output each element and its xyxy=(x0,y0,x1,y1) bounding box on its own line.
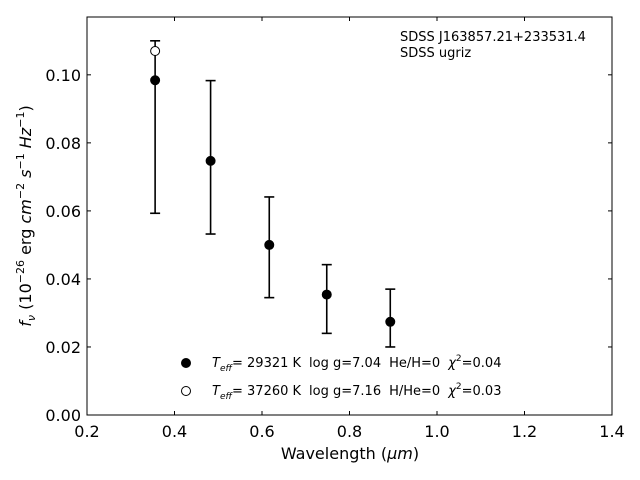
y-tick-label: 0.06 xyxy=(45,202,81,221)
filled-marker xyxy=(150,75,161,86)
x-tick-label: 1.2 xyxy=(512,422,537,441)
y-tick-label: 0.02 xyxy=(45,338,81,357)
data-point xyxy=(385,288,396,348)
axis-ticks: 0.2 0.4 0.6 0.8 1.0 1.2 1.4 0.00 0.02 0.04 0.06 0.0… xyxy=(45,17,625,441)
data-marks xyxy=(150,40,396,348)
data-point xyxy=(264,196,275,299)
y-tick-label: 0.10 xyxy=(45,66,81,85)
filled-marker xyxy=(385,316,396,327)
data-point xyxy=(150,40,161,215)
x-tick-label: 0.2 xyxy=(74,422,99,441)
open-marker xyxy=(150,46,161,57)
y-axis-label: fν (10−26 erg cm−2 s−1 Hz−1) xyxy=(14,105,38,326)
y-tick-label: 0.08 xyxy=(45,134,81,153)
legend-marker-open xyxy=(181,386,191,396)
x-tick-label: 0.8 xyxy=(337,422,362,441)
filled-marker xyxy=(321,289,332,300)
filled-marker xyxy=(205,155,216,166)
annotation-survey: SDSS ugriz xyxy=(400,46,471,61)
x-axis-label: Wavelength (μm) xyxy=(281,444,419,463)
filled-marker xyxy=(264,239,275,250)
y-tick-label: 0.04 xyxy=(45,270,81,289)
x-tick-label: 1.4 xyxy=(599,422,624,441)
x-tick-label: 0.6 xyxy=(249,422,274,441)
x-tick-label: 0.4 xyxy=(162,422,187,441)
y-tick-label: 0.00 xyxy=(45,406,81,425)
x-tick-label: 1.0 xyxy=(424,422,449,441)
data-point xyxy=(205,79,216,235)
legend-marker-filled xyxy=(181,358,191,368)
data-point xyxy=(321,263,332,335)
annotation-object-name: SDSS J163857.21+233531.4 xyxy=(400,30,586,45)
